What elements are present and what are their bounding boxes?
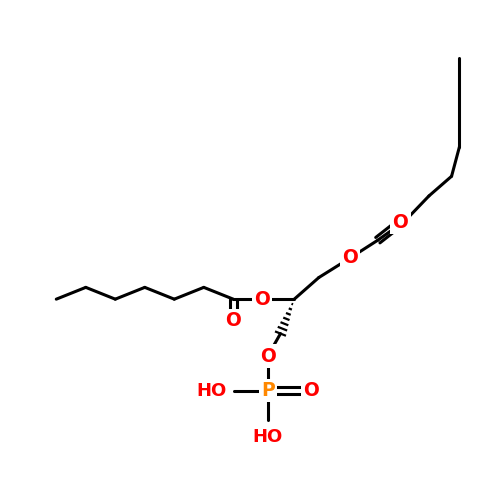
Text: O: O <box>260 346 276 366</box>
Text: P: P <box>261 381 274 400</box>
Text: HO: HO <box>196 382 226 400</box>
Text: O: O <box>226 312 241 330</box>
Text: O: O <box>254 290 270 308</box>
Text: O: O <box>342 248 358 268</box>
Text: HO: HO <box>252 428 283 446</box>
Text: O: O <box>303 381 319 400</box>
Text: O: O <box>392 213 408 232</box>
